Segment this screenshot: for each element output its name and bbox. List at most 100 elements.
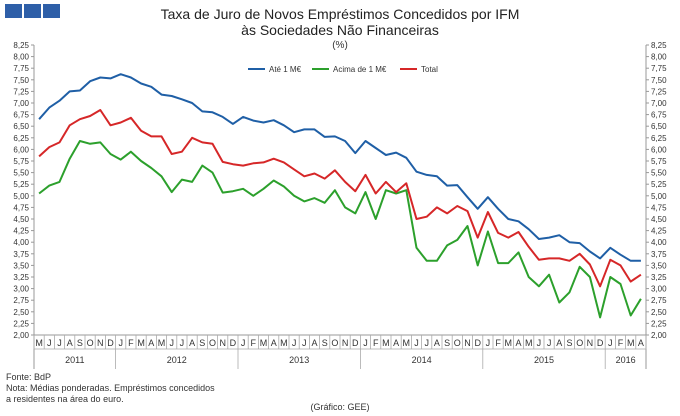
month-label: O [331, 338, 338, 348]
y-tick-label-left: 7,50 [13, 76, 29, 85]
month-label: D [107, 338, 114, 348]
month-label: J [241, 338, 246, 348]
month-label: F [618, 338, 624, 348]
month-label: A [67, 338, 73, 348]
y-tick-label-right: 7,25 [651, 87, 667, 96]
y-tick-label-left: 6,50 [13, 122, 29, 131]
y-tick-label-right: 5,50 [651, 169, 667, 178]
y-tick-label-right: 4,25 [651, 227, 667, 236]
month-label: N [464, 338, 471, 348]
month-label: N [219, 338, 226, 348]
month-label: A [515, 338, 521, 348]
month-label: J [537, 338, 542, 348]
month-label: M [403, 338, 411, 348]
month-label: J [424, 338, 429, 348]
y-tick-label-right: 4,00 [651, 238, 667, 247]
month-label: A [148, 338, 154, 348]
y-tick-label-left: 5,75 [13, 157, 29, 166]
y-tick-label-right: 3,50 [651, 261, 667, 270]
y-tick-label-right: 6,75 [651, 111, 667, 120]
month-label: J [608, 338, 613, 348]
month-label: O [209, 338, 216, 348]
chart-title-line-2: às Sociedades Não Financeiras [241, 22, 439, 38]
y-tick-label-right: 3,00 [651, 285, 667, 294]
month-label: O [576, 338, 583, 348]
y-tick-label-left: 5,50 [13, 169, 29, 178]
y-tick-label-left: 2,50 [13, 308, 29, 317]
y-tick-label-right: 3,75 [651, 250, 667, 259]
y-tick-label-left: 2,25 [13, 319, 29, 328]
line-chart: 2,00 2,00 2,25 2,25 2,50 2,50 2,75 2,75 3,00 3,00… [13, 41, 667, 369]
year-label: 2016 [616, 355, 636, 365]
y-tick-label-right: 8,00 [651, 53, 667, 62]
month-label: J [414, 338, 419, 348]
y-tick-label-right: 4,75 [651, 203, 667, 212]
month-label: O [87, 338, 94, 348]
series-line-2 [38, 109, 642, 288]
month-label: A [393, 338, 399, 348]
month-label: F [495, 338, 501, 348]
month-label: F [128, 338, 134, 348]
month-label: D [597, 338, 604, 348]
y-tick-label-right: 8,25 [651, 41, 667, 50]
y-tick-label-left: 2,75 [13, 296, 29, 305]
month-label: S [77, 338, 83, 348]
y-tick-label-left: 5,00 [13, 192, 29, 201]
logo-square-3 [43, 4, 60, 18]
y-tick-label-left: 2,00 [13, 331, 29, 340]
chart-title-line-1: Taxa de Juro de Novos Empréstimos Conced… [160, 6, 520, 22]
month-label: D [352, 338, 359, 348]
legend-label-1: Acima de 1 M€ [333, 65, 387, 74]
month-label: J [363, 338, 368, 348]
month-label: M [137, 338, 145, 348]
month-label: M [382, 338, 390, 348]
month-label: A [434, 338, 440, 348]
y-tick-label-right: 5,00 [651, 192, 667, 201]
y-tick-label-left: 7,75 [13, 64, 29, 73]
month-label: J [302, 338, 307, 348]
series-line-0 [38, 73, 641, 262]
y-tick-label-right: 2,75 [651, 296, 667, 305]
logo-square-2 [24, 4, 41, 18]
footnote-line-2: a residentes na área do euro. [6, 394, 124, 404]
month-label: S [566, 338, 572, 348]
month-label: A [638, 338, 644, 348]
y-tick-label-right: 6,00 [651, 145, 667, 154]
series-line-1 [38, 140, 642, 319]
month-label: M [158, 338, 166, 348]
y-tick-label-right: 5,25 [651, 180, 667, 189]
year-label: 2011 [65, 355, 84, 365]
y-tick-label-right: 5,75 [651, 157, 667, 166]
y-tick-label-left: 5,25 [13, 180, 29, 189]
month-label: M [525, 338, 533, 348]
month-label: J [486, 338, 491, 348]
y-tick-label-left: 6,75 [13, 111, 29, 120]
y-tick-label-left: 3,50 [13, 261, 29, 270]
y-tick-label-right: 7,50 [651, 76, 667, 85]
month-label: S [199, 338, 205, 348]
month-label: S [322, 338, 328, 348]
month-label: M [627, 338, 635, 348]
y-tick-label-right: 7,00 [651, 99, 667, 108]
month-label: F [251, 338, 257, 348]
year-label: 2015 [534, 355, 554, 365]
y-tick-label-right: 6,25 [651, 134, 667, 143]
month-label: A [311, 338, 317, 348]
month-label: D [474, 338, 481, 348]
month-label: N [97, 338, 104, 348]
month-label: F [373, 338, 379, 348]
legend-label-2: Total [421, 65, 438, 74]
y-tick-label-right: 7,75 [651, 64, 667, 73]
y-tick-label-left: 4,50 [13, 215, 29, 224]
y-tick-label-left: 4,25 [13, 227, 29, 236]
month-label: J [169, 338, 174, 348]
year-label: 2012 [167, 355, 187, 365]
y-tick-label-left: 4,75 [13, 203, 29, 212]
y-tick-label-right: 6,50 [651, 122, 667, 131]
year-label: 2014 [412, 355, 432, 365]
month-label: J [547, 338, 552, 348]
month-label: J [47, 338, 52, 348]
y-tick-label-right: 4,50 [651, 215, 667, 224]
month-label: J [292, 338, 297, 348]
month-label: A [189, 338, 195, 348]
